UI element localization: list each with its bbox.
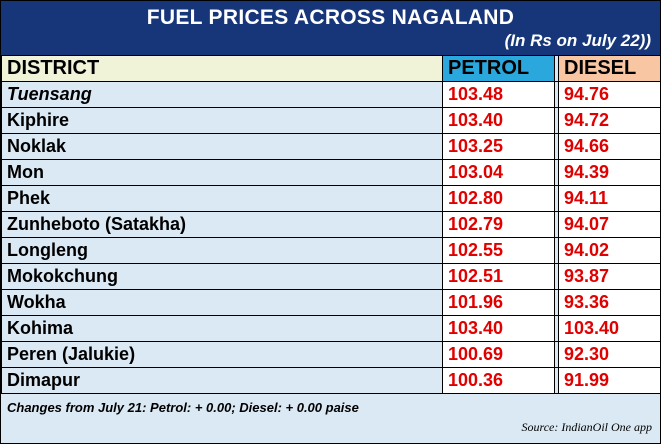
diesel-price-cell: 103.40 — [558, 315, 661, 342]
diesel-price-cell: 94.02 — [558, 237, 661, 264]
page-subtitle: (In Rs on July 22)) — [504, 31, 651, 50]
petrol-price-cell: 102.79 — [442, 211, 555, 238]
diesel-price-cell: 94.39 — [558, 159, 661, 186]
table-row: Zunheboto (Satakha) 102.79 94.07 — [1, 211, 661, 238]
petrol-price-cell: 103.40 — [442, 107, 555, 134]
district-cell: Longleng — [1, 237, 443, 264]
district-cell: Peren (Jalukie) — [1, 341, 443, 368]
page-title: FUEL PRICES ACROSS NAGALAND — [146, 6, 515, 29]
district-cell: Wokha — [1, 289, 443, 316]
title-banner: FUEL PRICES ACROSS NAGALAND (In Rs on Ju… — [1, 1, 660, 55]
petrol-price-cell: 103.25 — [442, 133, 555, 160]
diesel-price-cell: 92.30 — [558, 341, 661, 368]
district-cell: Noklak — [1, 133, 443, 160]
diesel-price-cell: 94.76 — [558, 81, 661, 108]
petrol-price-cell: 103.40 — [442, 315, 555, 342]
petrol-price-cell: 100.69 — [442, 341, 555, 368]
fuel-price-table: DISTRICT PETROL DIESEL Tuensang 103.48 94.… — [1, 55, 661, 394]
diesel-price-cell: 94.07 — [558, 211, 661, 238]
diesel-price-cell: 94.72 — [558, 107, 661, 134]
table-header-row: DISTRICT PETROL DIESEL — [1, 55, 661, 82]
table-row: Peren (Jalukie) 100.69 92.30 — [1, 341, 661, 368]
diesel-price-cell: 93.87 — [558, 263, 661, 290]
petrol-price-cell: 103.48 — [442, 81, 555, 108]
table-row: Noklak 103.25 94.66 — [1, 133, 661, 160]
table-row: Mokokchung 102.51 93.87 — [1, 263, 661, 290]
table-row: Wokha 101.96 93.36 — [1, 289, 661, 316]
district-cell: Kiphire — [1, 107, 443, 134]
column-header-diesel: DIESEL — [558, 55, 661, 82]
footer: Changes from July 21: Petrol: + 0.00; Di… — [1, 397, 660, 443]
column-header-petrol: PETROL — [442, 55, 555, 82]
table-row: Dimapur 100.36 91.99 — [1, 367, 661, 394]
district-cell: Zunheboto (Satakha) — [1, 211, 443, 238]
district-cell: Kohima — [1, 315, 443, 342]
petrol-price-cell: 103.04 — [442, 159, 555, 186]
petrol-price-cell: 101.96 — [442, 289, 555, 316]
table-row: Phek 102.80 94.11 — [1, 185, 661, 212]
table-row: Mon 103.04 94.39 — [1, 159, 661, 186]
source-credit: Source: IndianOil One app — [521, 420, 652, 434]
petrol-price-cell: 102.51 — [442, 263, 555, 290]
diesel-price-cell: 94.66 — [558, 133, 661, 160]
table-row: Kiphire 103.40 94.72 — [1, 107, 661, 134]
petrol-price-cell: 102.80 — [442, 185, 555, 212]
table-row: Tuensang 103.48 94.76 — [1, 81, 661, 108]
table-row: Longleng 102.55 94.02 — [1, 237, 661, 264]
diesel-price-cell: 94.11 — [558, 185, 661, 212]
district-cell: Mon — [1, 159, 443, 186]
column-header-district: DISTRICT — [1, 55, 443, 82]
district-cell: Tuensang — [1, 81, 443, 108]
district-cell: Mokokchung — [1, 263, 443, 290]
change-note: Changes from July 21: Petrol: + 0.00; Di… — [7, 400, 359, 415]
district-cell: Dimapur — [1, 367, 443, 394]
table-row: Kohima 103.40 103.40 — [1, 315, 661, 342]
diesel-price-cell: 93.36 — [558, 289, 661, 316]
diesel-price-cell: 91.99 — [558, 367, 661, 394]
petrol-price-cell: 102.55 — [442, 237, 555, 264]
district-cell: Phek — [1, 185, 443, 212]
petrol-price-cell: 100.36 — [442, 367, 555, 394]
